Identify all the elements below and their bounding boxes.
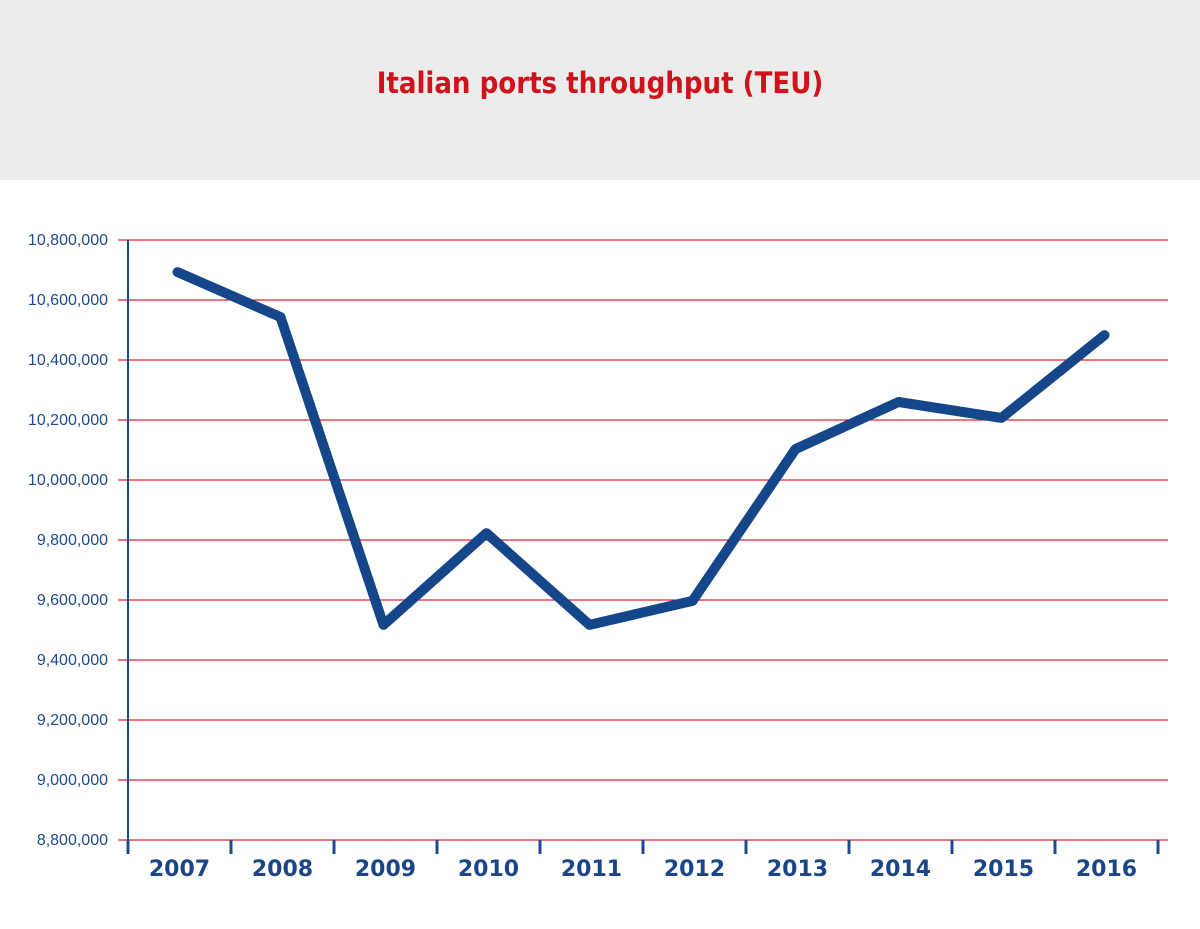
y-tick-label: 10,200,000 [28,412,108,429]
y-tick-label: 9,800,000 [37,532,108,549]
x-tick-label: 2012 [664,857,725,882]
x-tick-label: 2015 [973,857,1034,882]
x-tick-label: 2009 [355,857,416,882]
y-tick-label: 10,800,000 [28,232,108,249]
x-tick-label: 2007 [149,857,210,882]
y-tick-label: 10,600,000 [28,292,108,309]
y-tick-label: 10,400,000 [28,352,108,369]
x-tick-label: 2011 [561,857,622,882]
x-tick-label: 2010 [458,857,519,882]
y-tick-label: 10,000,000 [28,472,108,489]
y-tick-label: 9,200,000 [37,712,108,729]
series-line [172,267,1110,630]
chart-title: Italian ports throughput (TEU) [376,66,824,100]
x-tick-label: 2013 [767,857,828,882]
x-tick-label: 2014 [870,857,931,882]
x-tick-label: 2008 [252,857,313,882]
title-banner: Italian ports throughput (TEU) [0,0,1200,180]
y-tick-label: 8,800,000 [37,832,108,849]
x-tick-label: 2016 [1076,857,1137,882]
y-tick-label: 9,400,000 [37,652,108,669]
y-tick-label: 9,000,000 [37,772,108,789]
y-tick-label: 9,600,000 [37,592,108,609]
